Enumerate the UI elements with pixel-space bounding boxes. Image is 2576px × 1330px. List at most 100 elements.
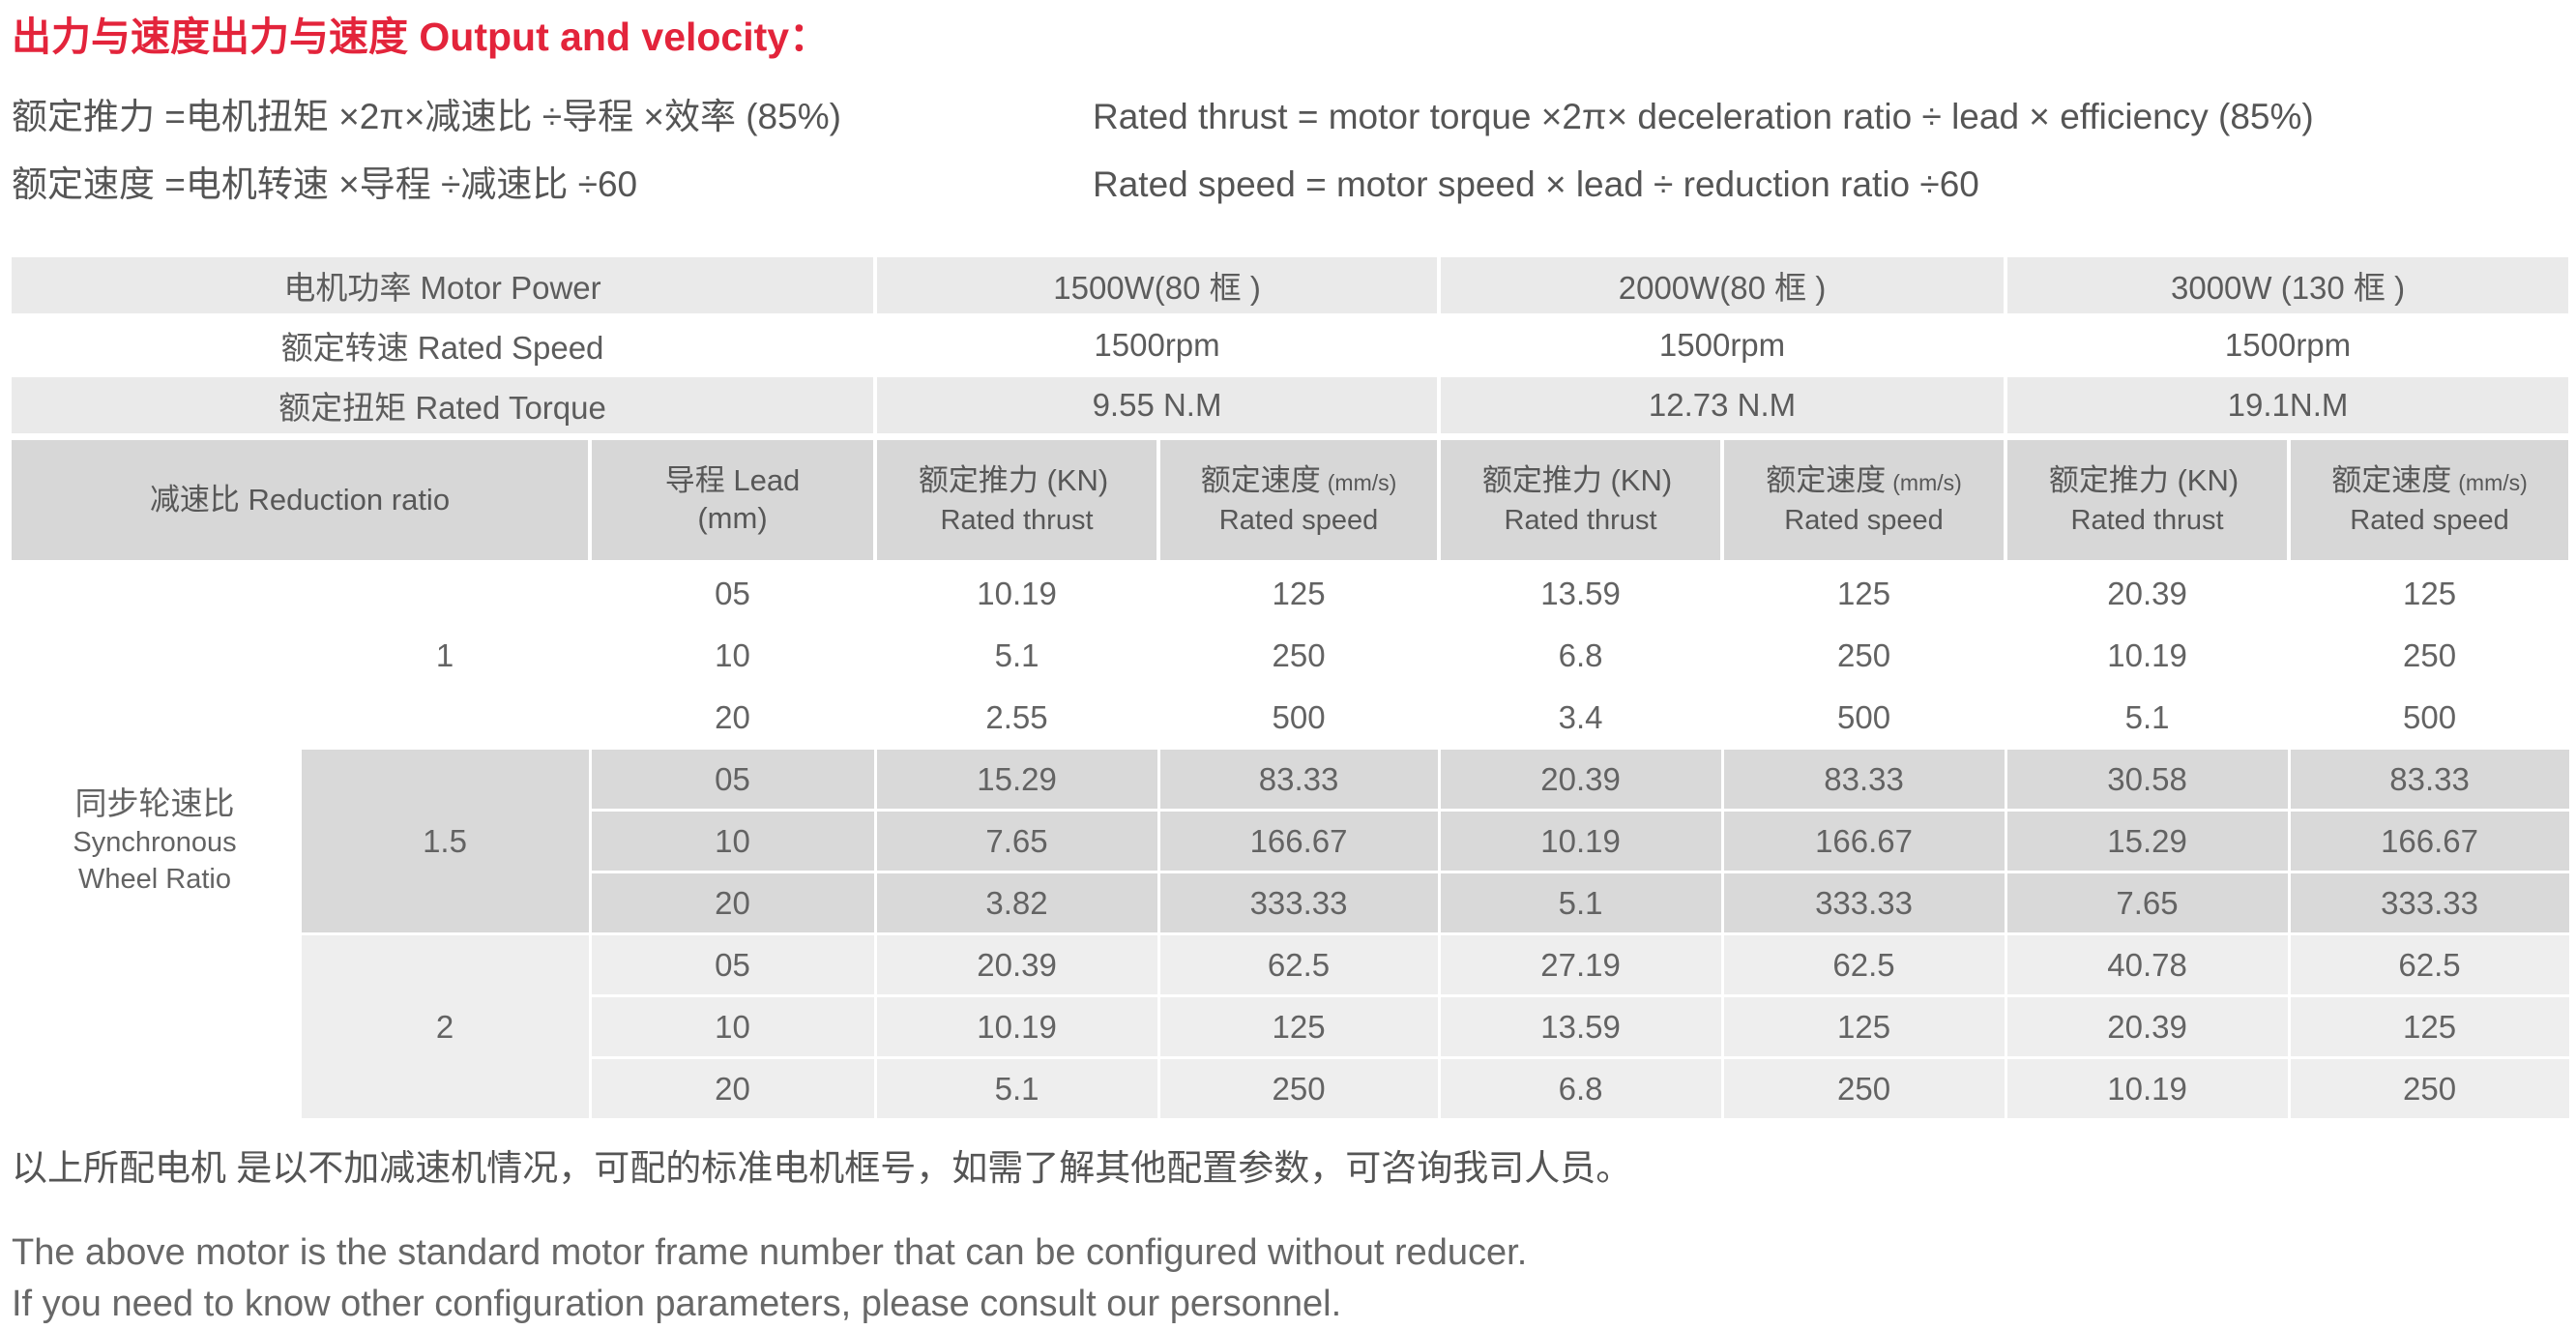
motor-power-value: 3000W (130 框 )	[2004, 253, 2573, 317]
rated-speed-value: 1500rpm	[873, 313, 1442, 377]
lead-cell: 05	[588, 747, 877, 812]
col-header-rated-speed: 额定速度 (mm/s) Rated speed	[1720, 433, 2008, 564]
col-header-rated-speed: 额定速度 (mm/s) Rated speed	[1156, 433, 1442, 564]
value-cell: 10.19	[1437, 809, 1724, 873]
rated-torque-value: 12.73 N.M	[1437, 373, 2008, 439]
value-cell: 10.19	[873, 560, 1160, 626]
value-cell: 166.67	[1156, 809, 1441, 873]
synchronous-wheel-ratio-label: 同步轮速比 Synchronous Wheel Ratio	[8, 560, 302, 1121]
table-row: 2 05 20.39 62.5 27.19 62.5 40.78 62.5	[10, 932, 2572, 1121]
col-header-rated-thrust: 额定推力 (KN) Rated thrust	[873, 433, 1161, 564]
ratio-cell: 2	[298, 932, 592, 1121]
formula-speed-cn: 额定速度 =电机转速 ×导程 ÷减速比 ÷60	[12, 164, 638, 204]
lead-cell: 20	[588, 871, 877, 935]
value-cell: 15.29	[2004, 809, 2291, 873]
value-cell: 20.39	[2004, 560, 2291, 626]
motor-power-value: 1500W(80 框 )	[873, 253, 1442, 317]
formula-row-speed: 额定速度 =电机转速 ×导程 ÷减速比 ÷60 Rated speed = mo…	[12, 163, 2568, 207]
value-cell: 333.33	[2287, 871, 2572, 935]
lead-cell: 20	[588, 685, 877, 750]
value-cell: 125	[2287, 560, 2572, 626]
value-cell: 5.1	[1437, 871, 1724, 935]
page-title: 出力与速度出力与速度 Output and velocity：	[12, 15, 830, 59]
spec-table: 电机功率 Motor Power 1500W(80 框 ) 2000W(80 框…	[7, 253, 2573, 1121]
value-cell: 3.82	[873, 871, 1160, 935]
motor-power-label: 电机功率 Motor Power	[7, 253, 878, 317]
formula-thrust-en: Rated thrust = motor torque ×2π× deceler…	[1093, 97, 2314, 136]
formula-row-thrust: 额定推力 =电机扭矩 ×2π×减速比 ÷导程 ×效率 (85%) Rated t…	[12, 95, 2568, 139]
value-cell: 250	[1156, 1056, 1441, 1121]
rated-speed-row: 额定转速 Rated Speed 1500rpm 1500rpm 1500rpm	[7, 313, 2573, 377]
value-cell: 3.4	[1437, 685, 1724, 750]
value-cell: 500	[1720, 685, 2007, 750]
rated-torque-value: 19.1N.M	[2004, 373, 2573, 439]
value-cell: 13.59	[1437, 560, 1724, 626]
datasheet-page: 出力与速度出力与速度 Output and velocity： 额定推力 =电机…	[0, 14, 2576, 1324]
lead-cell: 10	[588, 623, 877, 688]
value-cell: 15.29	[873, 747, 1160, 812]
col-header-rated-speed: 额定速度 (mm/s) Rated speed	[2287, 433, 2573, 564]
rated-speed-value: 1500rpm	[2004, 313, 2573, 377]
value-cell: 27.19	[1437, 932, 1724, 997]
value-cell: 20.39	[873, 932, 1160, 997]
value-cell: 6.8	[1437, 1056, 1724, 1121]
value-cell: 5.1	[873, 1056, 1160, 1121]
value-cell: 20.39	[2004, 994, 2291, 1059]
table-row: 同步轮速比 Synchronous Wheel Ratio 1 05 10.19…	[8, 560, 2572, 1121]
note-english-line2: If you need to know other configuration …	[12, 1284, 1342, 1324]
value-cell: 13.59	[1437, 994, 1724, 1059]
value-cell: 6.8	[1437, 623, 1724, 688]
value-cell: 40.78	[2004, 932, 2291, 997]
value-cell: 7.65	[2004, 871, 2291, 935]
formula-thrust-cn: 额定推力 =电机扭矩 ×2π×减速比 ÷导程 ×效率 (85%)	[12, 97, 841, 136]
formula-speed-en: Rated speed = motor speed × lead ÷ reduc…	[1093, 164, 1979, 204]
rated-speed-value: 1500rpm	[1437, 313, 2008, 377]
value-cell: 250	[1156, 623, 1441, 688]
value-cell: 83.33	[1156, 747, 1441, 812]
value-cell: 2.55	[873, 685, 1160, 750]
note-english: The above motor is the standard motor fr…	[12, 1227, 2568, 1330]
rated-torque-row: 额定扭矩 Rated Torque 9.55 N.M 12.73 N.M 19.…	[7, 373, 2573, 439]
value-cell: 500	[1156, 685, 1441, 750]
lead-cell: 10	[588, 994, 877, 1059]
table-row: 10 5.1 250 6.8 250 10.19 250	[10, 623, 2572, 688]
table-row: 10 10.19 125 13.59 125 20.39 125	[10, 994, 2572, 1059]
value-cell: 250	[2287, 1056, 2572, 1121]
lead-cell: 05	[588, 932, 877, 997]
value-cell: 10.19	[873, 994, 1160, 1059]
value-cell: 333.33	[1720, 871, 2007, 935]
col-header-reduction-ratio: 减速比 Reduction ratio	[8, 433, 592, 564]
col-header-rated-thrust: 额定推力 (KN) Rated thrust	[1437, 433, 1725, 564]
lead-cell: 05	[588, 560, 877, 626]
value-cell: 62.5	[1720, 932, 2007, 997]
value-cell: 333.33	[1156, 871, 1441, 935]
motor-power-row: 电机功率 Motor Power 1500W(80 框 ) 2000W(80 框…	[7, 253, 2573, 317]
value-cell: 7.65	[873, 809, 1160, 873]
col-header-lead: 导程 Lead (mm)	[587, 433, 878, 564]
value-cell: 250	[1720, 623, 2007, 688]
ratio-cell: 1.5	[298, 747, 592, 935]
value-cell: 62.5	[2287, 932, 2572, 997]
value-cell: 5.1	[873, 623, 1160, 688]
value-cell: 250	[2287, 623, 2572, 688]
table-row: 1.5 05 15.29 83.33 20.39 83.33 30.58 83.…	[10, 747, 2572, 935]
note-chinese: 以上所配电机 是以不加减速机情况，可配的标准电机框号，如需了解其他配置参数，可咨…	[12, 1148, 1632, 1188]
value-cell: 30.58	[2004, 747, 2291, 812]
lead-cell: 20	[588, 1056, 877, 1121]
value-cell: 83.33	[2287, 747, 2572, 812]
value-cell: 83.33	[1720, 747, 2007, 812]
value-cell: 62.5	[1156, 932, 1441, 997]
value-cell: 166.67	[2287, 809, 2572, 873]
value-cell: 125	[1156, 560, 1441, 626]
value-cell: 10.19	[2004, 623, 2291, 688]
ratio-cell: 1	[298, 560, 592, 750]
value-cell: 125	[1156, 994, 1441, 1059]
value-cell: 125	[1720, 994, 2007, 1059]
column-header-row: 减速比 Reduction ratio 导程 Lead (mm) 额定推力 (K…	[8, 433, 2573, 564]
rated-torque-value: 9.55 N.M	[873, 373, 1442, 439]
table-row: 20 2.55 500 3.4 500 5.1 500	[10, 685, 2572, 750]
value-cell: 5.1	[2004, 685, 2291, 750]
rated-torque-label: 额定扭矩 Rated Torque	[7, 373, 878, 439]
motor-power-value: 2000W(80 框 )	[1437, 253, 2008, 317]
table-row: 20 5.1 250 6.8 250 10.19 250	[10, 1056, 2572, 1121]
